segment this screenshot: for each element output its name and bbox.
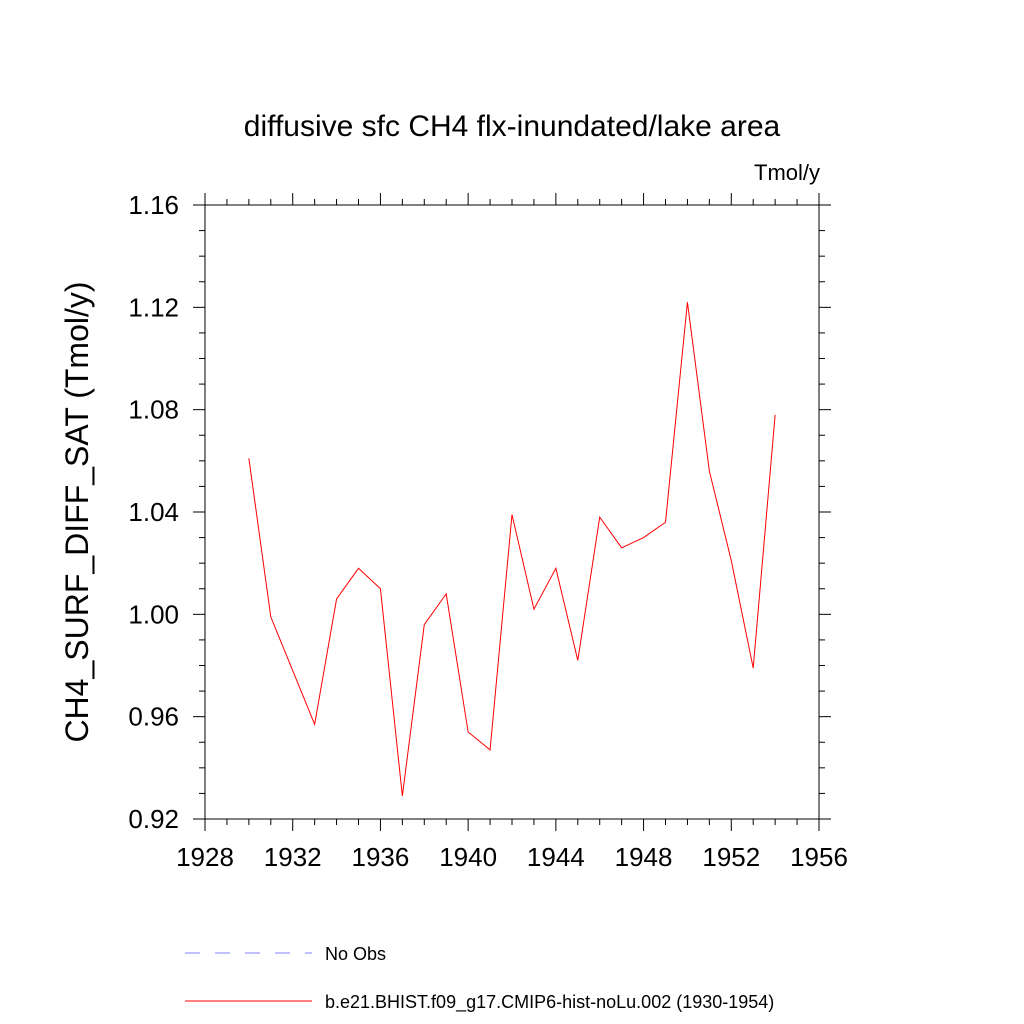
series-point bbox=[511, 514, 512, 515]
series-layer bbox=[248, 302, 776, 797]
y-tick-label: 1.00 bbox=[128, 599, 179, 629]
y-tick-label: 1.16 bbox=[128, 190, 179, 220]
series-point bbox=[424, 624, 425, 625]
x-tick-labels: 1928 1932 1936 1940 1944 1948 1952 1956 bbox=[176, 842, 848, 872]
major-ticks bbox=[193, 193, 831, 831]
series-point bbox=[402, 795, 403, 796]
series-point bbox=[753, 667, 754, 668]
x-tick-label: 1956 bbox=[790, 842, 848, 872]
series-point bbox=[775, 414, 776, 415]
y-tick-label: 0.96 bbox=[128, 702, 179, 732]
plot-frame bbox=[204, 204, 820, 820]
series-point bbox=[665, 522, 666, 523]
series-point bbox=[709, 470, 710, 471]
series-point bbox=[380, 588, 381, 589]
x-tick-label: 1928 bbox=[176, 842, 234, 872]
legend-label: b.e21.BHIST.f09_g17.CMIP6-hist-noLu.002 … bbox=[325, 992, 774, 1013]
series-point bbox=[336, 598, 337, 599]
x-tick-label: 1944 bbox=[527, 842, 585, 872]
y-tick-label: 1.04 bbox=[128, 497, 179, 527]
series-line bbox=[248, 302, 776, 797]
x-tick-label: 1940 bbox=[439, 842, 497, 872]
y-tick-label: 0.92 bbox=[128, 804, 179, 834]
series-point bbox=[621, 547, 622, 548]
x-tick-label: 1936 bbox=[352, 842, 410, 872]
legend: No Obs b.e21.BHIST.f09_g17.CMIP6-hist-noL… bbox=[185, 944, 774, 1013]
legend-label: No Obs bbox=[325, 944, 386, 964]
x-tick-label: 1932 bbox=[264, 842, 322, 872]
series-point bbox=[248, 458, 249, 459]
chart-title: diffusive sfc CH4 flx-inundated/lake are… bbox=[244, 110, 781, 143]
y-axis-label: CH4_SURF_DIFF_SAT (Tmol/y) bbox=[59, 281, 95, 742]
series-point bbox=[489, 749, 490, 750]
series-point bbox=[577, 660, 578, 661]
y-tick-labels: 0.92 0.96 1.00 1.04 1.08 1.12 1.16 bbox=[128, 190, 179, 834]
x-tick-label: 1952 bbox=[702, 842, 760, 872]
series-point bbox=[687, 302, 688, 303]
series-point bbox=[468, 731, 469, 732]
series-point bbox=[599, 517, 600, 518]
series-point bbox=[292, 670, 293, 671]
y-tick-label: 1.12 bbox=[128, 292, 179, 322]
series-point bbox=[358, 568, 359, 569]
series-point bbox=[314, 724, 315, 725]
series-point bbox=[731, 560, 732, 561]
x-tick-label: 1948 bbox=[615, 842, 673, 872]
units-label: Tmol/y bbox=[754, 160, 820, 185]
series-point bbox=[533, 609, 534, 610]
y-tick-label: 1.08 bbox=[128, 395, 179, 425]
series-point bbox=[643, 537, 644, 538]
minor-ticks bbox=[199, 199, 825, 825]
series-point bbox=[555, 568, 556, 569]
series-point bbox=[270, 616, 271, 617]
series-point bbox=[446, 593, 447, 594]
